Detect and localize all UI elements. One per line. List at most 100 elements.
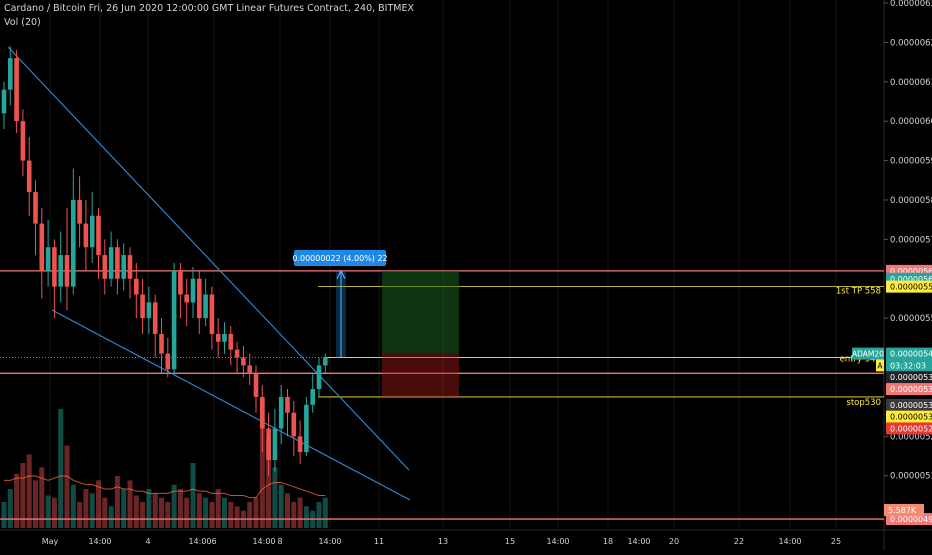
time-tick-5: 14:00 [252, 537, 275, 546]
price-label-bg-10 [886, 513, 932, 526]
candle-body-33 [209, 294, 215, 334]
volume-bar-47 [297, 497, 303, 528]
price-label-2: 0.00000558 [890, 283, 932, 292]
volume-bar-11 [70, 484, 76, 528]
volume-bar-48 [303, 506, 309, 528]
volume-bar-22 [140, 502, 146, 528]
time-tick-15: 22 [734, 537, 744, 546]
volume-bar-33 [209, 502, 215, 528]
time-tick-11: 14:00 [546, 537, 569, 546]
candle-body-30 [190, 278, 196, 303]
candle-body-50 [316, 365, 322, 390]
volume-bar-27 [171, 484, 177, 528]
time-tick-7: 14:00 [318, 537, 341, 546]
volume-bar-25 [159, 497, 164, 528]
price-label-bg-2 [886, 280, 932, 293]
volume-bar-45 [285, 493, 290, 528]
volume-bar-35 [222, 497, 227, 528]
volume-bar-30 [190, 463, 196, 528]
price-label-bg-4 [886, 359, 932, 372]
volume-bar-18 [114, 476, 120, 528]
symbol-small-bg [876, 359, 884, 372]
candle-body-37 [234, 349, 240, 358]
price-label-bg-3 [886, 347, 932, 360]
price-label-bg-7 [886, 398, 932, 411]
time-tick-8: 11 [374, 537, 384, 546]
candle-body-20 [127, 255, 133, 279]
time-tick-16: 14:00 [778, 537, 801, 546]
candle-body-18 [115, 247, 120, 279]
volume-bar-10 [64, 445, 70, 528]
measure-arrow-head [336, 269, 346, 279]
price-label-4: 03:32:03 [890, 361, 926, 370]
candle-body-19 [121, 255, 126, 279]
volume-bar-17 [108, 506, 114, 528]
measure-label-text: 0.00000022 (4.00%) 22 [292, 254, 387, 263]
lower-trendline [51, 309, 411, 501]
drawing-label-2: stop530 [846, 398, 881, 408]
volume-bar-12 [77, 502, 83, 528]
candle-body-27 [171, 270, 177, 370]
time-tick-17: 25 [831, 537, 841, 546]
price-label-bg-6 [886, 383, 932, 396]
candle-body-1 [8, 58, 13, 90]
time-tick-0: May [42, 537, 59, 546]
candle-body-4 [26, 160, 32, 193]
candle-body-22 [140, 294, 145, 319]
price-tick-6: 0.00000570 [890, 235, 932, 245]
volume-bar-23 [146, 489, 152, 528]
candle-body-11 [71, 199, 76, 287]
candle-body-17 [108, 247, 114, 279]
candle-body-29 [184, 294, 189, 303]
candle-body-10 [64, 255, 70, 287]
volume-bar-6 [39, 467, 45, 528]
candle-body-44 [278, 396, 284, 429]
volume-value-bg [884, 504, 924, 516]
price-tick-3: 0.00000600 [890, 117, 932, 127]
volume-bar-24 [152, 493, 158, 528]
volume-bar-36 [228, 502, 234, 528]
candle-body-2 [14, 58, 19, 122]
volume-bar-46 [291, 502, 297, 528]
time-tick-9: 13 [438, 537, 448, 546]
price-tick-4: 0.00000590 [890, 157, 932, 167]
symbol-badge: ADAM20 [852, 350, 884, 359]
volume-bar-1 [7, 489, 13, 528]
price-label-10: 0.00000499 [890, 515, 932, 524]
candle-body-48 [304, 404, 309, 453]
candle-body-25 [159, 333, 164, 354]
time-tick-14: 20 [669, 537, 679, 546]
candle-body-15 [96, 215, 101, 256]
upper-trendline [7, 46, 410, 471]
volume-bar-9 [58, 408, 64, 528]
volume-bar-20 [127, 480, 133, 528]
volume-value-label: 5.587K [888, 506, 917, 515]
price-label-bg-9 [886, 422, 932, 435]
candle-body-47 [297, 436, 303, 453]
candle-body-35 [222, 333, 227, 342]
volume-bar-8 [51, 497, 57, 528]
volume-bar-31 [196, 493, 202, 528]
price-tick-0: 0.00000630 [890, 0, 932, 9]
candle-body-5 [33, 192, 38, 224]
volume-bar-34 [215, 489, 221, 528]
volume-bar-26 [165, 502, 171, 528]
drawing-label-0: 1st TP 558 [836, 287, 881, 297]
volume-bar-14 [89, 493, 95, 528]
candle-body-0 [1, 89, 7, 114]
chart-title: Cardano / Bitcoin Fri, 26 Jun 2020 12:00… [4, 3, 414, 14]
volume-bar-7 [45, 495, 51, 528]
measure-label-box [294, 250, 386, 266]
time-tick-1: 14:00 [88, 537, 111, 546]
candle-body-28 [178, 270, 183, 295]
candle-body-7 [45, 247, 51, 271]
price-tick-2: 0.00000610 [890, 78, 932, 88]
volume-bar-43 [272, 467, 278, 528]
price-label-bg-5 [886, 371, 932, 384]
